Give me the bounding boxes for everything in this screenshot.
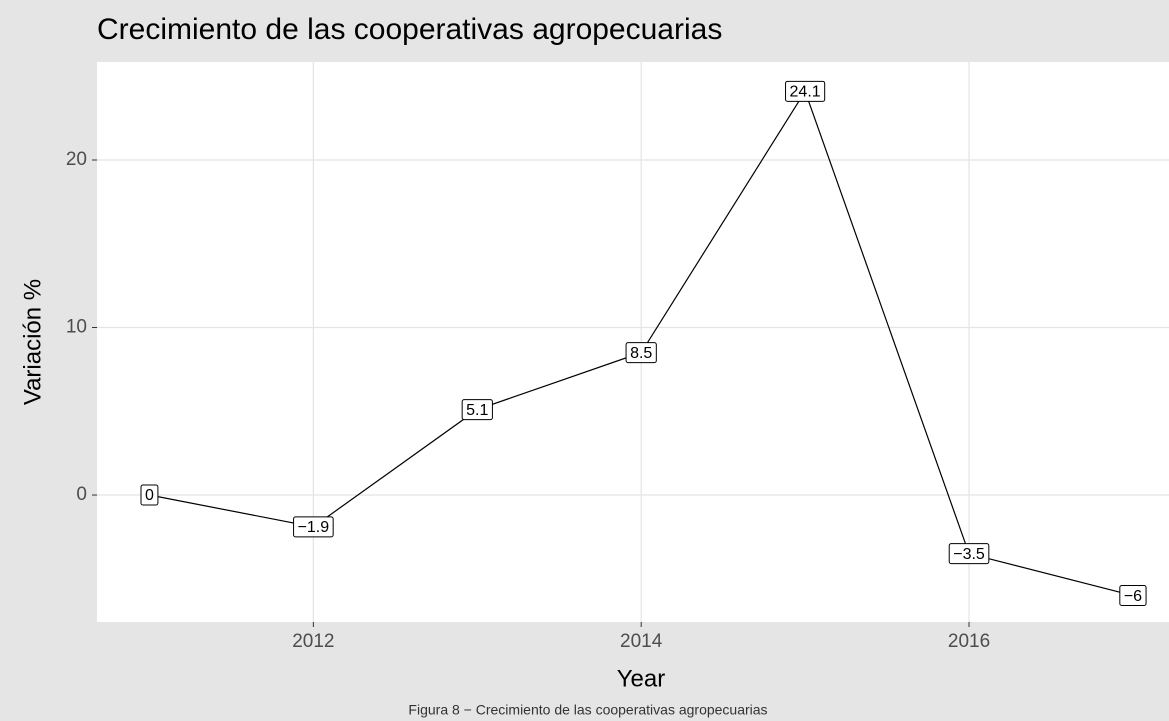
y-tick-label: 10 [66, 317, 87, 338]
x-tick-label: 2014 [620, 631, 663, 652]
data-label-box [1119, 585, 1147, 607]
y-axis-label: Variación % [19, 279, 46, 405]
caption: Figura 8 − Crecimiento de las cooperativ… [408, 702, 767, 718]
data-label: −3.5 [953, 546, 985, 563]
data-label: 5.1 [466, 402, 488, 419]
data-label-box [625, 342, 657, 364]
data-label: 0 [145, 487, 154, 504]
data-label: −6 [1124, 588, 1142, 605]
data-label-box [948, 543, 990, 565]
x-tick-label: 2016 [948, 631, 990, 652]
data-label-box [140, 484, 159, 506]
x-tick-label: 2012 [292, 631, 334, 652]
y-tick-label: 0 [76, 484, 87, 505]
x-axis-label: Year [617, 665, 666, 692]
data-label-box [785, 80, 826, 102]
data-label: 24.1 [790, 84, 821, 101]
chart-title: Crecimiento de las cooperativas agropecu… [97, 13, 722, 46]
data-label-box [293, 516, 334, 538]
panel [97, 62, 1169, 622]
data-label: 8.5 [630, 345, 652, 362]
data-label-box [461, 399, 493, 421]
data-label: −1.9 [298, 519, 330, 536]
y-tick-label: 20 [66, 149, 87, 170]
